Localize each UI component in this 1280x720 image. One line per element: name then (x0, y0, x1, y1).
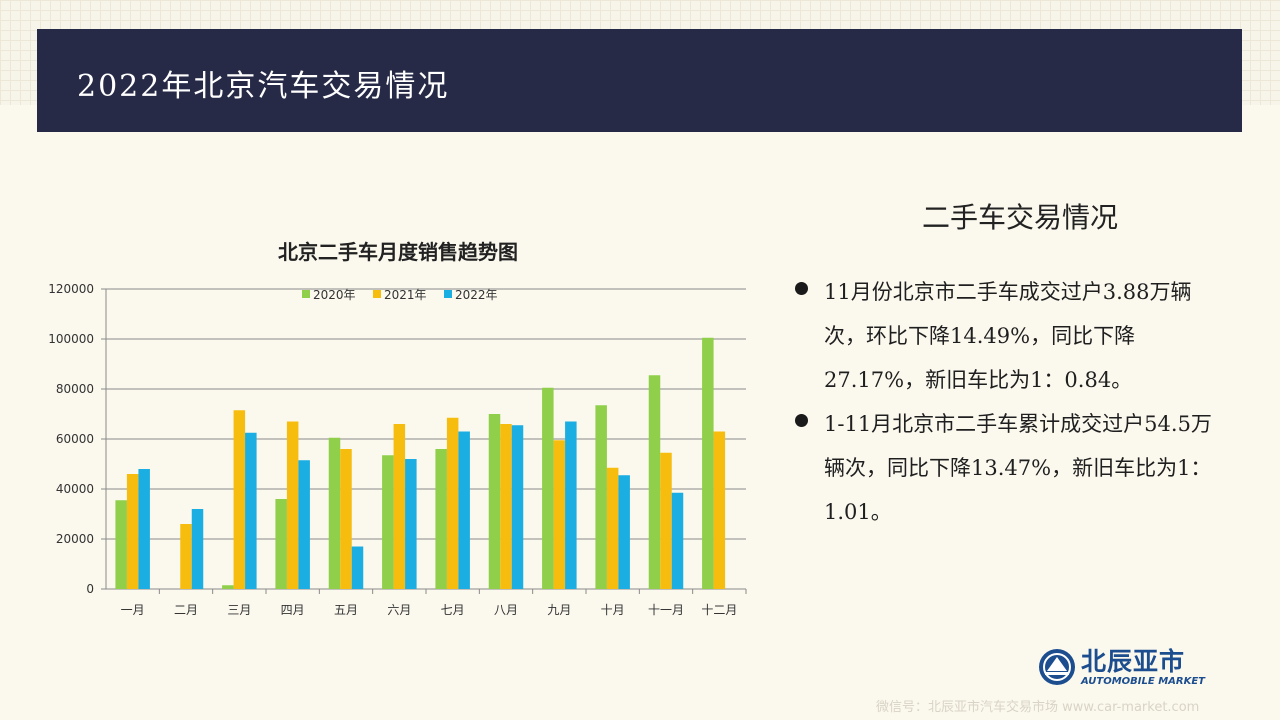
x-tick-label: 五月 (334, 603, 358, 617)
y-tick-label: 0 (86, 582, 94, 596)
bar (595, 405, 607, 589)
logo-text-cn: 北辰亚市 (1081, 647, 1186, 676)
bullet-list: 11月份北京市二手车成交过户3.88万辆次，环比下降14.49%，同比下降27.… (795, 270, 1225, 534)
bar (435, 449, 447, 589)
bar (671, 492, 684, 589)
bar (298, 460, 310, 589)
bar (500, 424, 512, 589)
bar (286, 421, 299, 589)
bar (340, 449, 352, 589)
x-tick-label: 四月 (281, 603, 305, 617)
bar (405, 459, 417, 589)
x-tick-label: 六月 (387, 603, 411, 617)
bullet-item: 11月份北京市二手车成交过户3.88万辆次，环比下降14.49%，同比下降27.… (795, 270, 1225, 402)
bar (702, 337, 714, 589)
legend-swatch (444, 290, 452, 298)
bar (618, 475, 630, 589)
bar (245, 432, 257, 589)
bar (565, 421, 577, 589)
bullet-text: 1-11月北京市二手车累计成交过户54.5万辆次，同比下降13.47%，新旧车比… (824, 412, 1212, 524)
chart-title: 北京二手车月度销售趋势图 (278, 240, 518, 264)
legend-label: 2020年 (313, 288, 356, 302)
bullet-dot-icon (795, 282, 808, 295)
logo-text-en: AUTOMOBILE MARKET (1081, 676, 1206, 687)
y-tick-label: 120000 (48, 282, 94, 296)
x-tick-label: 一月 (121, 603, 145, 617)
x-tick-label: 八月 (494, 603, 518, 617)
bar (115, 500, 127, 589)
x-tick-label: 二月 (174, 603, 198, 617)
bar (606, 467, 619, 589)
sales-trend-chart: 北京二手车月度销售趋势图 0 20000 40000 60000 80000 100000 1… (48, 240, 747, 617)
section-title: 二手车交易情况 (921, 201, 1118, 234)
x-tick-label: 十二月 (701, 603, 737, 617)
bar (382, 455, 394, 589)
y-tick-label: 60000 (56, 432, 94, 446)
legend-label: 2022年 (455, 288, 498, 302)
bullet-dot-icon (795, 414, 808, 427)
bullet-item: 1-11月北京市二手车累计成交过户54.5万辆次，同比下降13.47%，新旧车比… (795, 402, 1225, 534)
bar (488, 414, 501, 589)
bar (138, 469, 150, 589)
legend-swatch (302, 290, 310, 298)
bar (351, 546, 364, 589)
x-tick-label: 十一月 (648, 603, 684, 617)
bar (126, 474, 139, 589)
bar (511, 425, 524, 589)
bar (660, 452, 672, 589)
bar (328, 437, 341, 589)
y-tick-label: 80000 (56, 382, 94, 396)
bar (275, 499, 287, 589)
bar (713, 431, 726, 589)
y-tick-label: 40000 (56, 482, 94, 496)
bar (446, 417, 459, 589)
x-tick-label: 十月 (601, 603, 625, 617)
x-tick-label: 七月 (441, 603, 465, 617)
bar (180, 524, 192, 589)
legend-swatch (373, 290, 381, 298)
bullet-text: 11月份北京市二手车成交过户3.88万辆次，环比下降14.49%，同比下降27.… (824, 280, 1192, 392)
bar (553, 440, 566, 589)
bar (222, 585, 234, 589)
header-bar: 2022年北京汽车交易情况 (37, 29, 1242, 132)
legend-label: 2021年 (384, 288, 427, 302)
y-tick-label: 100000 (48, 332, 94, 346)
bar (393, 424, 406, 589)
logo-emblem-icon (1039, 649, 1075, 685)
page-title: 2022年北京汽车交易情况 (77, 69, 450, 104)
bar (191, 509, 204, 589)
bar (542, 387, 554, 589)
bar (648, 375, 661, 589)
watermark-text: 微信号：北辰亚市汽车交易市场 www.car-market.com (876, 700, 1200, 715)
company-logo: 北辰亚市 AUTOMOBILE MARKET (1037, 647, 1217, 691)
bar (458, 431, 470, 589)
bar (233, 410, 246, 589)
x-tick-label: 三月 (227, 603, 251, 617)
x-tick-label: 九月 (547, 603, 571, 617)
y-tick-label: 20000 (56, 532, 94, 546)
